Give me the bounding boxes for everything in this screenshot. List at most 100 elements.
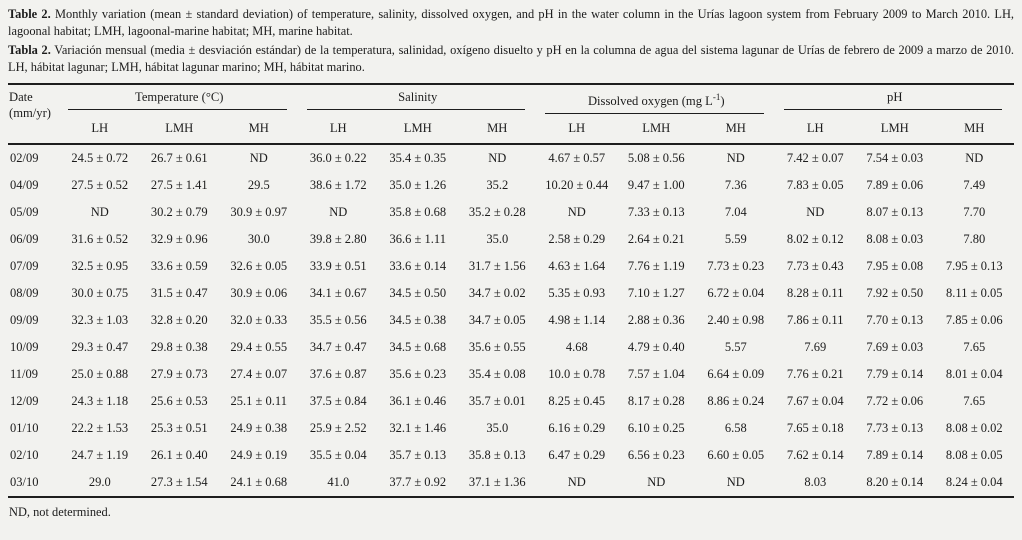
data-cell: 25.3 ± 0.51 <box>150 421 208 436</box>
date-header-line2: (mm/yr) <box>9 106 51 121</box>
data-cell: 34.7 ± 0.47 <box>309 340 367 355</box>
data-cell: 7.65 <box>963 340 986 355</box>
row-date: 12/09 <box>10 394 39 409</box>
group-label-salinity: Salinity <box>398 90 438 105</box>
data-cell: 8.28 ± 0.11 <box>787 286 844 301</box>
data-cell: 6.60 ± 0.05 <box>707 448 765 463</box>
subheader-temperature-lmh: LMH <box>165 121 194 136</box>
data-cell: 8.24 ± 0.04 <box>945 475 1003 490</box>
data-cell: 26.1 ± 0.40 <box>150 448 208 463</box>
row-date: 10/09 <box>10 340 39 355</box>
data-cell: 8.08 ± 0.02 <box>945 421 1003 436</box>
data-cell: 37.7 ± 0.92 <box>389 475 447 490</box>
row-date: 01/10 <box>10 421 39 436</box>
group-label-close-paren: ) <box>720 94 725 109</box>
data-cell: 35.0 <box>486 421 509 436</box>
data-cell: 7.70 ± 0.13 <box>866 313 924 328</box>
data-cell: 35.7 ± 0.13 <box>389 448 447 463</box>
data-cell: 7.69 <box>804 340 827 355</box>
row-date: 05/09 <box>10 205 39 220</box>
data-cell: 4.98 ± 1.14 <box>548 313 606 328</box>
data-cell: 24.9 ± 0.38 <box>230 421 288 436</box>
caption-spanish: Tabla 2. Variación mensual (media ± desv… <box>8 42 1014 77</box>
data-cell: 7.57 ± 1.04 <box>627 367 685 382</box>
subheader-salinity-mh: MH <box>487 121 508 136</box>
data-cell: 35.8 ± 0.13 <box>468 448 526 463</box>
data-cell: 8.20 ± 0.14 <box>866 475 924 490</box>
data-cell: 22.2 ± 1.53 <box>71 421 129 436</box>
data-cell: 8.25 ± 0.45 <box>548 394 606 409</box>
data-cell: 9.47 ± 1.00 <box>627 178 685 193</box>
data-cell: 35.0 <box>486 232 509 247</box>
data-cell: 8.17 ± 0.28 <box>627 394 685 409</box>
data-cell: 39.8 ± 2.80 <box>309 232 367 247</box>
table-row: 01/10 22.2 ± 1.53 25.3 ± 0.51 24.9 ± 0.38 25… <box>8 415 1014 442</box>
data-cell: 30.0 ± 0.75 <box>71 286 129 301</box>
data-cell: 34.5 ± 0.50 <box>389 286 447 301</box>
data-cell: 29.8 ± 0.38 <box>150 340 208 355</box>
row-date: 03/10 <box>10 475 39 490</box>
table-header: Date (mm/yr) Temperature (°C) Salinity D… <box>8 84 1015 145</box>
subheader-ph-mh: MH <box>964 121 985 136</box>
caption-spanish-label: Tabla 2. <box>8 42 51 57</box>
table-row: 05/09 ND 30.2 ± 0.79 30.9 ± 0.97 ND 35.8 ± 0.… <box>8 199 1014 226</box>
data-cell: 7.65 ± 0.18 <box>786 421 844 436</box>
group-header-temperature: Temperature (°C) <box>60 84 299 114</box>
data-cell: 6.16 ± 0.29 <box>548 421 606 436</box>
data-cell: 35.2 <box>486 178 509 193</box>
data-cell: 5.35 ± 0.93 <box>548 286 606 301</box>
table-body: 02/09 24.5 ± 0.72 26.7 ± 0.61 ND 36.0 ± 0.22… <box>8 144 1014 497</box>
data-cell: 30.9 ± 0.97 <box>230 205 288 220</box>
subheader-dissolved-oxygen-lmh: LMH <box>642 121 671 136</box>
data-cell: ND <box>567 205 586 220</box>
data-cell: 24.3 ± 1.18 <box>71 394 129 409</box>
data-cell: 7.73 ± 0.13 <box>866 421 924 436</box>
subheader-row: LH LMH MH LH LMH MH LH LMH MH LH LMH MH <box>8 114 1014 144</box>
data-cell: 8.02 ± 0.12 <box>786 232 844 247</box>
row-date: 06/09 <box>10 232 39 247</box>
data-cell: 33.9 ± 0.51 <box>309 259 367 274</box>
data-cell: 35.5 ± 0.56 <box>309 313 367 328</box>
data-cell: 35.4 ± 0.35 <box>389 151 447 166</box>
data-cell: 7.92 ± 0.50 <box>866 286 924 301</box>
data-cell: 7.49 <box>963 178 986 193</box>
data-cell: 27.5 ± 0.52 <box>71 178 129 193</box>
data-cell: 7.80 <box>963 232 986 247</box>
data-cell: 6.47 ± 0.29 <box>548 448 606 463</box>
table-row: 09/09 32.3 ± 1.03 32.8 ± 0.20 32.0 ± 0.33 35… <box>8 307 1014 334</box>
data-cell: 24.9 ± 0.19 <box>230 448 288 463</box>
caption-english: Table 2. Monthly variation (mean ± stand… <box>8 6 1014 41</box>
data-cell: 8.08 ± 0.03 <box>866 232 924 247</box>
data-cell: ND <box>329 205 348 220</box>
data-cell: 8.08 ± 0.05 <box>945 448 1003 463</box>
data-cell: 32.8 ± 0.20 <box>150 313 208 328</box>
row-date: 02/09 <box>10 151 39 166</box>
row-date: 04/09 <box>10 178 39 193</box>
data-cell: 2.88 ± 0.36 <box>627 313 685 328</box>
data-cell: 25.9 ± 2.52 <box>309 421 367 436</box>
data-cell: 35.2 ± 0.28 <box>468 205 526 220</box>
data-cell: 29.5 <box>247 178 270 193</box>
data-cell: 37.5 ± 0.84 <box>309 394 367 409</box>
data-cell: 4.63 ± 1.64 <box>548 259 606 274</box>
data-cell: ND <box>249 151 268 166</box>
data-cell: ND <box>726 475 745 490</box>
group-header-ph: pH <box>776 84 1015 114</box>
data-cell: 8.01 ± 0.04 <box>945 367 1003 382</box>
data-cell: ND <box>567 475 586 490</box>
group-rule <box>545 113 764 115</box>
table-row: 12/09 24.3 ± 1.18 25.6 ± 0.53 25.1 ± 0.11 37… <box>8 388 1014 415</box>
data-cell: 35.8 ± 0.68 <box>389 205 447 220</box>
table-row: 08/09 30.0 ± 0.75 31.5 ± 0.47 30.9 ± 0.06 34… <box>8 280 1014 307</box>
row-date: 09/09 <box>10 313 39 328</box>
table-row: 02/10 24.7 ± 1.19 26.1 ± 0.40 24.9 ± 0.19 35… <box>8 442 1014 469</box>
data-cell: 27.9 ± 0.73 <box>150 367 208 382</box>
data-cell: 35.7 ± 0.01 <box>468 394 526 409</box>
data-cell: 7.95 ± 0.08 <box>866 259 924 274</box>
data-cell: 24.1 ± 0.68 <box>230 475 288 490</box>
data-cell: 34.5 ± 0.68 <box>389 340 447 355</box>
row-date: 07/09 <box>10 259 39 274</box>
data-cell: 7.89 ± 0.14 <box>866 448 924 463</box>
table-row: 10/09 29.3 ± 0.47 29.8 ± 0.38 29.4 ± 0.55 34… <box>8 334 1014 361</box>
data-cell: 32.0 ± 0.33 <box>230 313 288 328</box>
